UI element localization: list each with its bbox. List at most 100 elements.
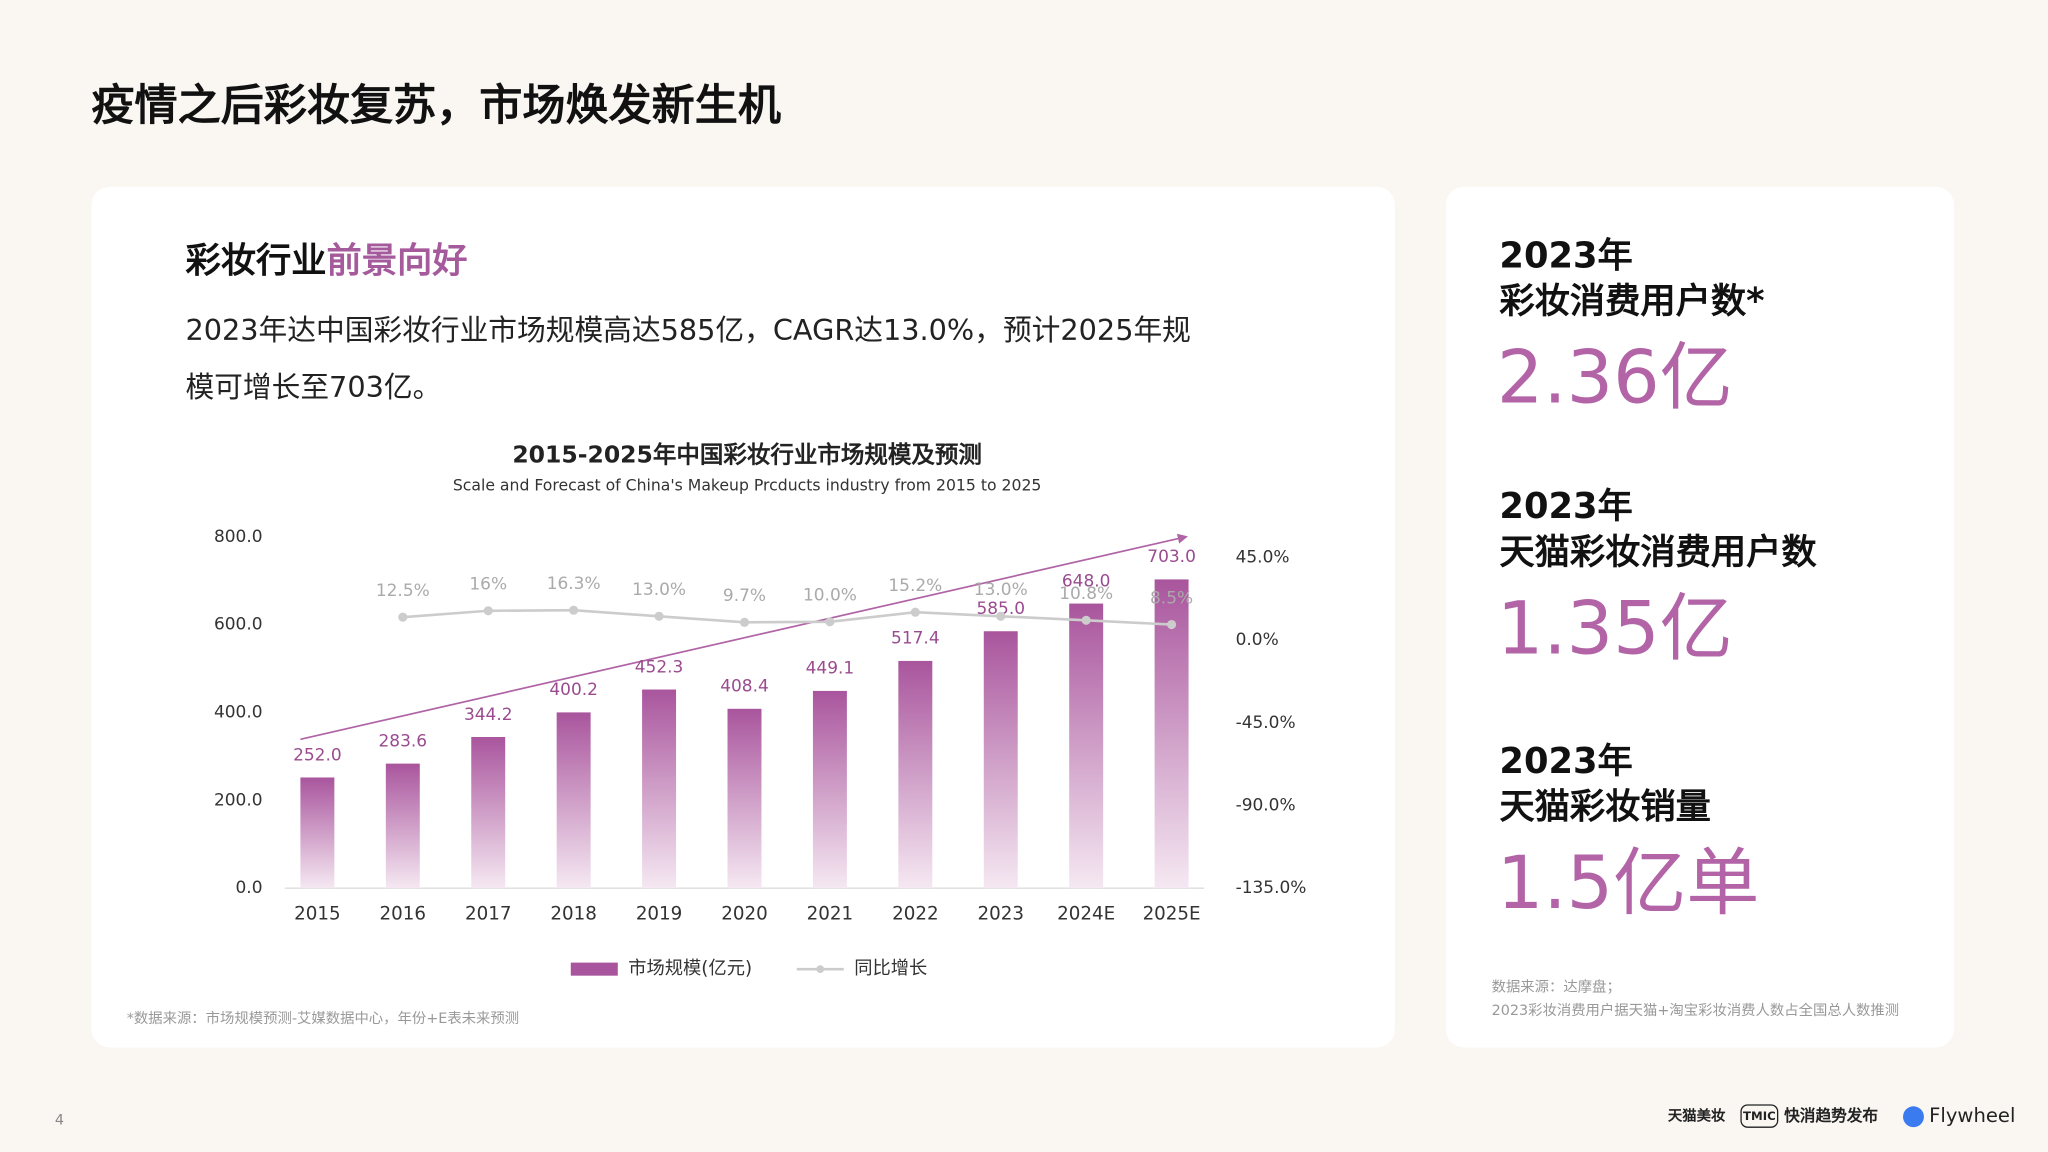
line-label: 16% <box>469 575 507 595</box>
legend-label: 市场规模(亿元) <box>628 958 752 979</box>
stat-year: 2023年 <box>1499 741 1632 782</box>
line-point <box>910 607 920 617</box>
line-label: 9.7% <box>723 586 766 606</box>
stats: 2023年彩妆消费用户数*2.36亿2023年天猫彩妆消费用户数1.35亿202… <box>1497 235 1818 926</box>
stats-card <box>1445 186 1954 1048</box>
line-label: 8.5% <box>1150 588 1193 608</box>
line <box>402 608 1172 626</box>
x-tick-label: 2019 <box>636 903 682 924</box>
line-point <box>996 611 1006 621</box>
y-tick-label: 400.0 <box>214 702 263 722</box>
bar <box>556 712 591 889</box>
bar-label: 283.6 <box>379 731 428 751</box>
line-label: 10.0% <box>803 586 857 606</box>
y-tick-label: 600.0 <box>214 615 263 635</box>
legend-swatch <box>570 962 618 976</box>
bar <box>1154 579 1189 889</box>
bar-label: 452.3 <box>635 657 684 677</box>
stat-year: 2023年 <box>1499 486 1632 527</box>
bar-label: 517.4 <box>891 629 940 649</box>
line-label: 12.5% <box>376 581 430 601</box>
heading-highlight: 前景向好 <box>326 241 467 282</box>
line-point <box>1167 619 1177 630</box>
bar <box>471 736 506 889</box>
bar <box>1069 603 1104 889</box>
x-tick-label: 2018 <box>550 903 597 924</box>
bar <box>385 763 420 889</box>
description: 2023年达中国彩妆行业市场规模高达585亿，CAGR达13.0%，预计2025… <box>185 313 1190 347</box>
x-tick-label: 2015 <box>294 903 341 924</box>
description: 模可增长至703亿。 <box>185 370 441 404</box>
x-tick-label: 2021 <box>807 903 854 924</box>
bar-label: 344.2 <box>464 705 513 725</box>
line-point <box>654 611 664 621</box>
page-title: 疫情之后彩妆复苏，市场焕发新生机 <box>91 81 781 131</box>
chart-subtitle: Scale and Forecast of China's Makeup Prc… <box>453 475 1042 494</box>
legend-label: 同比增长 <box>854 958 927 979</box>
bar-label: 449.1 <box>806 659 855 679</box>
page-number: 4 <box>55 1113 64 1129</box>
bar <box>898 660 933 889</box>
y-tick-label: 800.0 <box>214 527 263 547</box>
bar-label: 585.0 <box>976 599 1025 619</box>
logo: 快消趋势发布 <box>1784 1106 1878 1125</box>
logo: TMIC <box>1743 1109 1776 1123</box>
source-note: *数据来源：市场规模预测-艾媒数据中心，年份+E表未来预测 <box>127 1010 519 1027</box>
x-tick-label: 2025E <box>1143 903 1201 924</box>
bar-label: 252.0 <box>293 745 342 765</box>
bar <box>642 689 677 889</box>
bar-label: 648.0 <box>1062 571 1111 591</box>
stat-label: 天猫彩妆销量 <box>1499 786 1711 827</box>
line-point <box>1081 615 1091 625</box>
line-point <box>398 612 408 622</box>
stat-value: 1.5亿单 <box>1497 841 1760 926</box>
x-tick-label: 2022 <box>892 903 939 924</box>
stat-value: 2.36亿 <box>1497 336 1733 421</box>
y-tick-label: 200.0 <box>214 790 263 810</box>
line-point <box>569 605 579 615</box>
stats-source: 2023彩妆消费用户据天猫+淘宝彩妆消费人数占全国总人数推测 <box>1492 1001 1900 1019</box>
y2-tick-label: -90.0% <box>1236 795 1296 815</box>
x-tick-label: 2020 <box>721 903 768 924</box>
line-label: 13.0% <box>632 580 686 600</box>
y2-tick-label: -135.0% <box>1236 878 1307 898</box>
x-tick-label: 2016 <box>380 903 427 924</box>
logo-box <box>1740 1104 1779 1128</box>
bar <box>983 631 1018 889</box>
bar <box>727 708 762 889</box>
x-tick-label: 2024E <box>1057 903 1115 924</box>
stat-label: 天猫彩妆消费用户数 <box>1499 532 1817 573</box>
legend-swatch <box>816 965 825 974</box>
stat-label: 彩妆消费用户数* <box>1499 281 1764 322</box>
plot: 0.0 200.0 400.0 600.0 800.0 -135.0% -90.0% -45.… <box>214 527 1306 979</box>
bar-label: 400.2 <box>549 680 598 700</box>
line-label: 16.3% <box>547 574 601 594</box>
x-tick-label: 2023 <box>978 903 1025 924</box>
y2-tick-label: 45.0% <box>1236 547 1290 567</box>
line-label: 13.0% <box>974 580 1028 600</box>
chart-title: 2015-2025年中国彩妆行业市场规模及预测 <box>512 440 982 468</box>
bar-label: 408.4 <box>720 677 769 697</box>
trend-arrow <box>300 533 1188 741</box>
stats-source: 数据来源：达摩盘； <box>1492 977 1621 995</box>
line-label: 10.8% <box>1059 584 1113 604</box>
line-point <box>483 606 493 616</box>
bar <box>300 777 335 889</box>
card-heading: 彩妆行业前景向好 <box>185 241 467 282</box>
logo-icon <box>1903 1106 1924 1128</box>
y2-tick-label: -45.0% <box>1236 713 1296 733</box>
stat-year: 2023年 <box>1499 235 1632 276</box>
logo: Flywheel <box>1929 1104 2015 1127</box>
heading: 彩妆行业 <box>185 241 326 282</box>
y-tick-label: 0.0 <box>236 878 263 898</box>
bar <box>812 690 847 889</box>
bar-label: 703.0 <box>1147 547 1196 567</box>
line-point <box>825 617 835 627</box>
stat-value: 1.35亿 <box>1497 586 1733 671</box>
line-label: 15.2% <box>888 576 942 596</box>
logo: 天猫美妆 <box>1668 1107 1726 1125</box>
y2-tick-label: 0.0% <box>1236 630 1279 650</box>
x-tick-label: 2017 <box>465 903 512 924</box>
